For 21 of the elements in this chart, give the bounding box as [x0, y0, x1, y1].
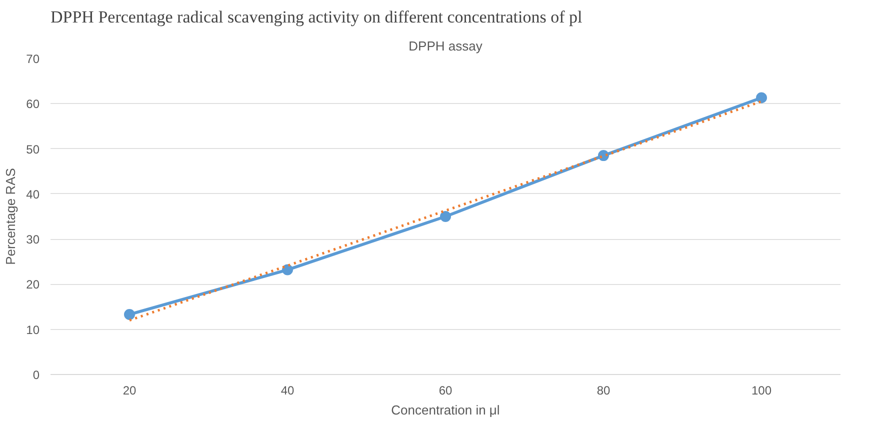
- y-tick-label: 20: [26, 278, 40, 292]
- y-axis-title: Percentage RAS: [3, 168, 18, 265]
- x-tick-label: 20: [122, 384, 136, 398]
- text: DPPH Percentage radical scavenging activity on different concentrations of pl: [50, 8, 582, 26]
- point: [124, 308, 135, 320]
- x-tick-label: 60: [438, 384, 452, 398]
- y-tick-label: 60: [26, 97, 40, 112]
- x-axis-title: Concentration in μl: [391, 402, 500, 418]
- x-tick-label: 80: [596, 384, 610, 398]
- y-tick-label: 0: [32, 368, 40, 382]
- y-tick-label: 40: [26, 187, 40, 202]
- y-tick-label: 30: [26, 232, 40, 247]
- point: [440, 211, 451, 222]
- x-tick-label: 40: [280, 384, 294, 398]
- chart-title: DPPH assay: [408, 38, 483, 54]
- point: [282, 264, 293, 276]
- y-tick-label: 10: [26, 322, 40, 337]
- y-tick-label: 70: [26, 52, 40, 66]
- point: [756, 92, 767, 104]
- y-tick-label: 50: [26, 142, 40, 156]
- x-tick-label: 100: [751, 384, 772, 398]
